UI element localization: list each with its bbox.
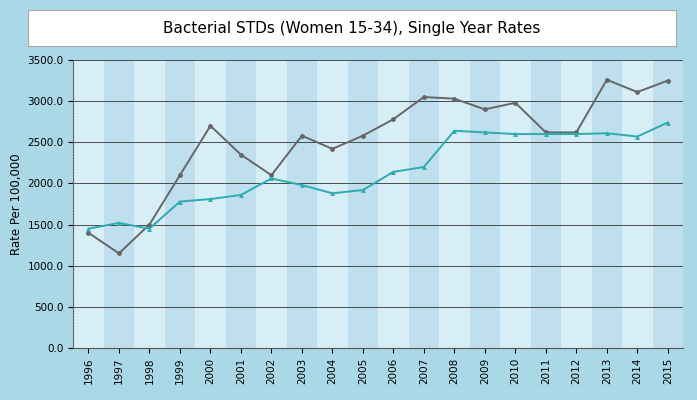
Bar bbox=[530, 60, 561, 348]
Bar bbox=[622, 60, 652, 348]
Y-axis label: Rate Per 100,000: Rate Per 100,000 bbox=[10, 153, 23, 255]
Bar bbox=[470, 60, 500, 348]
Bar bbox=[592, 60, 622, 348]
Bar bbox=[439, 60, 470, 348]
Bar bbox=[195, 60, 226, 348]
Bar bbox=[73, 60, 104, 348]
Bar bbox=[135, 60, 164, 348]
Bar bbox=[164, 60, 195, 348]
Bar bbox=[378, 60, 408, 348]
Text: Bacterial STDs (Women 15-34), Single Year Rates: Bacterial STDs (Women 15-34), Single Yea… bbox=[163, 20, 541, 36]
Bar bbox=[348, 60, 378, 348]
Bar bbox=[286, 60, 317, 348]
Bar bbox=[104, 60, 134, 348]
Bar bbox=[317, 60, 348, 348]
Bar bbox=[561, 60, 592, 348]
Bar bbox=[500, 60, 530, 348]
Bar bbox=[226, 60, 256, 348]
Bar bbox=[652, 60, 683, 348]
Bar bbox=[256, 60, 286, 348]
Bar bbox=[408, 60, 439, 348]
